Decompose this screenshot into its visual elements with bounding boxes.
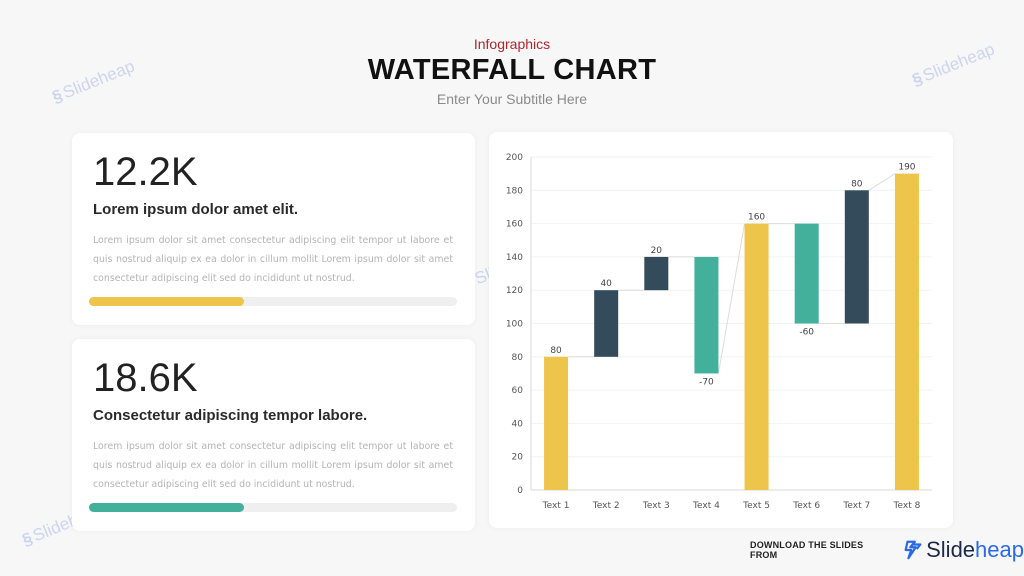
y-tick-label: 100 [506,320,523,330]
data-label: 80 [550,346,562,356]
x-tick-label: Text 6 [792,501,820,511]
waterfall-chart: 0 20 40 60 80 100 120 140 160 180 200 80 Text 1 40 Tex… [506,153,932,511]
brand-name-part2: heap [975,537,1024,562]
y-tick-label: 160 [506,220,523,230]
stat-description: Lorem ipsum dolor sit amet consectetur a… [93,235,453,284]
footer-text: DOWNLOAD THE SLIDES FROM [750,540,864,560]
y-tick-label: 200 [506,153,523,163]
y-tick-label: 60 [512,386,524,396]
bar-increase[interactable] [644,256,669,291]
progress-fill [89,503,244,512]
y-tick-label: 0 [517,486,523,496]
brand-name-part1: Slide [926,537,976,562]
x-tick-label: Text 1 [542,501,570,511]
bar-decrease[interactable] [794,223,819,324]
x-tick-label: Text 2 [592,501,620,511]
brand-logo[interactable]: Slide heap [902,537,1024,563]
y-tick-label: 180 [506,186,523,196]
x-tick-label: Text 7 [842,501,870,511]
connector-line [717,223,746,374]
waterfall-chart-card: 0 20 40 60 80 100 120 140 160 180 200 80 Text 1 40 Tex… [489,132,953,528]
y-tick-label: 40 [512,419,524,429]
stat-card-2: 18.6K Consectetur adipiscing tempor labo… [72,339,475,531]
stat-description: Lorem ipsum dolor sit amet consectetur a… [93,441,453,490]
progress-fill [89,297,244,306]
stat-heading: Lorem ipsum dolor amet elit. [93,201,299,218]
eyebrow-label: Infographics [473,36,551,52]
data-label: 40 [600,279,612,289]
connector-line [868,173,896,191]
data-label: -60 [799,328,814,338]
data-label: 20 [651,246,663,256]
stat-value: 12.2K [93,150,198,194]
stat-value: 18.6K [93,356,198,400]
bar-total[interactable] [744,223,769,490]
x-tick-label: Text 8 [893,501,921,511]
y-tick-label: 120 [506,286,523,296]
footer: DOWNLOAD THE SLIDES FROM Slide heap [750,536,1024,564]
progress-bar [89,503,457,512]
progress-bar [89,297,457,306]
page-title: WATERFALL CHART [367,54,657,86]
bar-decrease[interactable] [694,256,719,374]
bar-total[interactable] [544,356,569,490]
data-label: 80 [851,179,863,189]
data-label: 160 [748,213,765,223]
x-tick-label: Text 3 [642,501,670,511]
bar-increase[interactable] [594,290,619,357]
bar-increase[interactable] [844,190,869,324]
bar-total[interactable] [894,173,919,490]
x-tick-label: Text 4 [692,501,720,511]
x-tick-label: Text 5 [742,501,770,511]
stat-card-1: 12.2K Lorem ipsum dolor amet elit. Lorem… [72,133,475,325]
y-tick-label: 140 [506,253,523,263]
y-tick-label: 20 [512,453,524,463]
data-label: 190 [898,163,915,173]
data-label: -70 [699,377,714,387]
stat-heading: Consectetur adipiscing tempor labore. [93,407,368,424]
page-subtitle: Enter Your Subtitle Here [436,91,588,107]
y-tick-label: 80 [512,353,524,363]
slideheap-logo-icon [904,540,922,560]
